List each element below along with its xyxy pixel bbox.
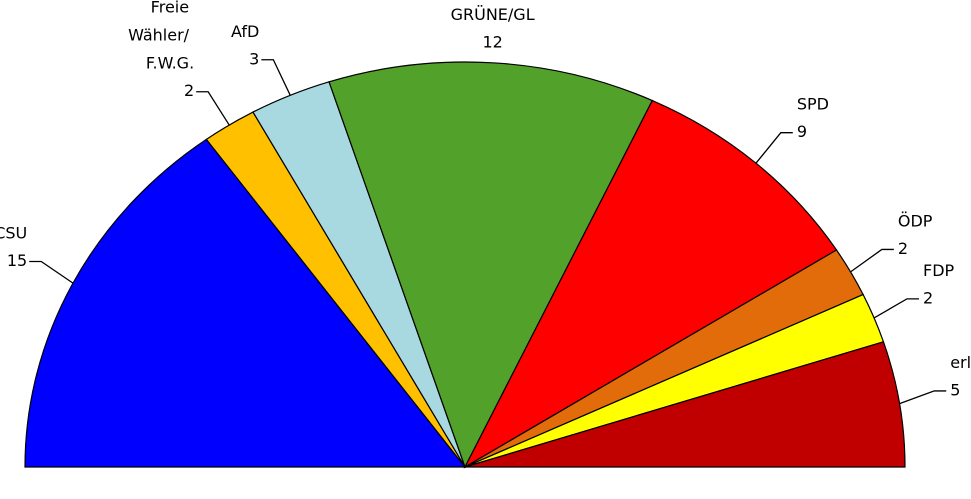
category-label: Freie Wähler/ F.W.G.	[128, 0, 194, 72]
leader-line	[755, 132, 793, 164]
slice	[328, 61, 654, 469]
category-label: ÖDP	[898, 211, 933, 230]
leader-line	[261, 59, 291, 96]
slice	[463, 99, 838, 469]
value-label: 12	[482, 32, 502, 51]
category-label: erli	[950, 352, 971, 371]
category-label: SPD	[797, 94, 829, 113]
category-label: AfD	[231, 21, 259, 40]
value-label: 9	[797, 122, 807, 141]
value-label: 3	[249, 49, 259, 68]
leader-line	[196, 91, 230, 126]
leader-line	[899, 390, 947, 405]
category-label: GRÜNE/GL	[451, 4, 535, 23]
value-label: 2	[184, 81, 194, 100]
value-label: 15	[7, 251, 27, 270]
value-label: 2	[923, 288, 933, 307]
category-label: FDP	[923, 260, 955, 279]
leader-line	[850, 248, 894, 273]
category-label: CSU	[0, 223, 27, 242]
leader-line	[29, 260, 74, 284]
value-label: 5	[950, 380, 960, 399]
leader-line	[873, 298, 919, 319]
value-label: 2	[898, 239, 908, 258]
